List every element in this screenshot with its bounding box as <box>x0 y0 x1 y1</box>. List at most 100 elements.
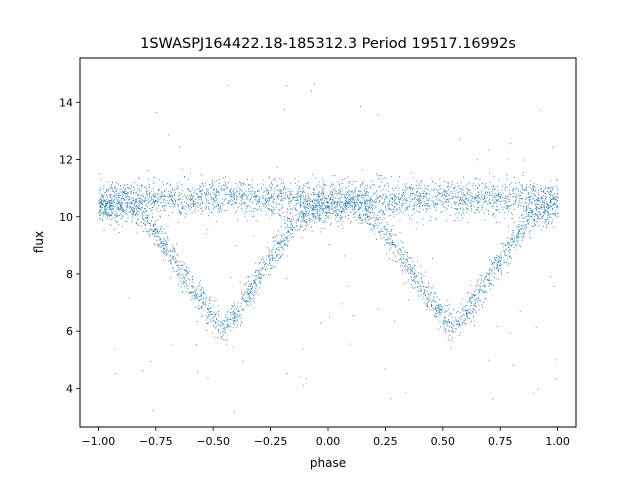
data-point <box>189 279 190 281</box>
data-point <box>520 229 522 231</box>
data-point <box>187 267 189 269</box>
data-point <box>378 202 380 204</box>
data-point <box>126 193 128 194</box>
data-point <box>319 217 321 218</box>
data-point <box>207 188 209 190</box>
data-point <box>254 289 256 291</box>
data-point <box>245 194 247 196</box>
data-point <box>485 186 487 188</box>
data-point <box>351 197 353 199</box>
data-point <box>395 199 397 201</box>
data-point <box>153 180 155 182</box>
data-point <box>437 307 438 309</box>
data-point <box>531 213 533 215</box>
data-point <box>488 273 489 275</box>
data-point <box>489 172 490 174</box>
data-point <box>479 179 481 180</box>
data-point <box>137 206 139 208</box>
data-point <box>302 191 303 193</box>
data-point <box>365 185 367 186</box>
data-point <box>509 200 511 202</box>
data-point <box>241 322 243 324</box>
data-point <box>303 203 305 204</box>
data-point <box>451 316 453 318</box>
data-point <box>141 212 143 214</box>
data-point <box>248 294 250 295</box>
data-point <box>240 197 242 199</box>
data-point <box>419 210 421 212</box>
data-point <box>235 320 236 322</box>
data-point <box>522 221 524 223</box>
data-point <box>278 203 280 205</box>
data-point <box>238 205 240 207</box>
data-point <box>437 194 439 196</box>
data-point <box>322 213 323 215</box>
data-point <box>181 202 183 203</box>
data-point <box>321 202 323 204</box>
data-point <box>442 306 443 308</box>
data-point <box>466 207 468 209</box>
data-point <box>399 232 401 233</box>
data-point <box>259 196 261 198</box>
data-point <box>120 208 122 210</box>
data-point <box>100 199 102 201</box>
data-point <box>533 197 534 199</box>
data-point <box>537 196 539 198</box>
data-point <box>488 285 490 287</box>
data-point <box>425 295 426 296</box>
data-point <box>387 224 389 226</box>
data-point <box>555 214 557 216</box>
data-point <box>193 196 194 197</box>
data-point <box>384 198 386 200</box>
data-point <box>528 192 530 194</box>
data-point <box>214 202 216 204</box>
data-point <box>279 242 281 244</box>
data-point <box>412 192 414 194</box>
data-point <box>384 239 386 241</box>
data-point <box>427 185 429 187</box>
data-point <box>315 206 316 208</box>
data-point <box>340 218 342 220</box>
data-point <box>280 226 282 227</box>
data-point <box>206 189 207 191</box>
data-point <box>188 205 189 207</box>
data-point <box>393 242 395 244</box>
data-point <box>129 207 131 209</box>
data-point <box>463 319 465 321</box>
data-point <box>542 201 544 203</box>
data-point <box>496 266 498 268</box>
data-point <box>391 260 393 261</box>
data-point <box>555 178 557 180</box>
data-point <box>387 242 389 244</box>
data-point <box>355 191 356 193</box>
data-point <box>232 199 233 201</box>
data-point <box>535 209 537 210</box>
scatter-points <box>98 83 559 413</box>
data-point <box>225 176 226 178</box>
data-point <box>269 260 271 262</box>
data-point <box>288 198 289 200</box>
data-point <box>232 313 234 315</box>
data-point <box>121 201 123 203</box>
data-point <box>223 199 225 201</box>
data-point <box>476 200 478 201</box>
data-point <box>443 319 444 321</box>
data-point <box>425 193 427 194</box>
data-point <box>397 251 398 252</box>
data-point <box>439 199 441 201</box>
data-point <box>103 230 105 231</box>
data-point <box>233 194 235 196</box>
data-point <box>342 227 344 229</box>
data-point <box>529 197 531 199</box>
data-point <box>285 197 286 199</box>
data-point <box>325 184 327 186</box>
data-point <box>376 215 378 216</box>
data-point <box>252 293 253 295</box>
data-point <box>195 199 197 200</box>
data-point <box>500 243 502 245</box>
data-point <box>370 217 372 219</box>
data-point <box>466 313 468 314</box>
data-point <box>179 181 181 183</box>
data-point <box>262 204 264 206</box>
data-point <box>531 202 533 203</box>
